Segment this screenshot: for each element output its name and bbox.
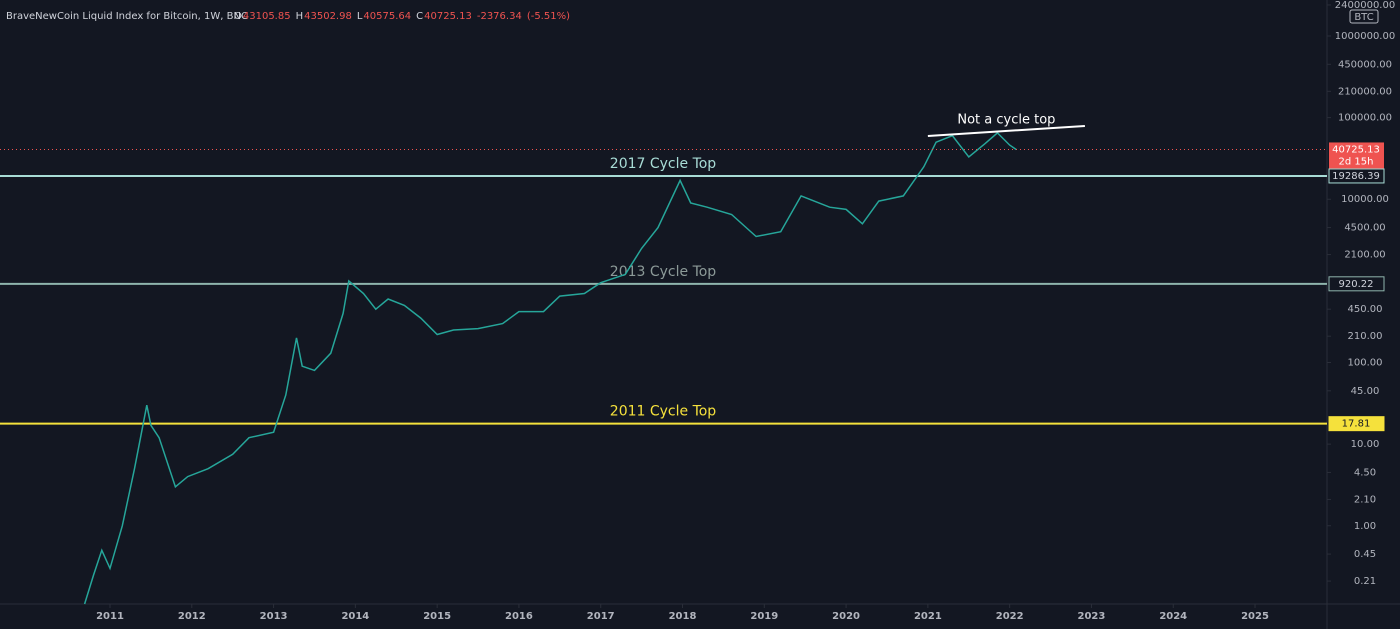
y-tick-label: 210000.00 xyxy=(1338,86,1392,97)
currency-box xyxy=(1349,9,1379,24)
change-pct: (-5.51%) xyxy=(527,11,570,22)
y-tick-label: 2400000.00 xyxy=(1335,0,1395,11)
price-marker xyxy=(1328,276,1385,292)
price-marker-label: 920.22 xyxy=(1339,279,1374,290)
x-tick-label: 2013 xyxy=(260,611,288,622)
change: -2376.34 xyxy=(477,11,522,22)
x-tick-label: 2025 xyxy=(1241,611,1269,622)
y-tick-label: 100000.00 xyxy=(1338,113,1392,124)
x-tick-label: 2019 xyxy=(750,611,778,622)
price-marker xyxy=(1328,416,1385,432)
price-marker-label: 19286.39 xyxy=(1332,171,1380,182)
y-tick-label: 210.00 xyxy=(1348,331,1383,342)
x-tick-label: 2020 xyxy=(832,611,860,622)
y-tick-label: 45.00 xyxy=(1351,386,1380,397)
y-tick-label: 0.45 xyxy=(1354,549,1376,560)
trend-line xyxy=(927,124,1085,137)
level-annotation: 2013 Cycle Top xyxy=(610,264,717,280)
ohlc-value: 40725.13 xyxy=(424,11,472,22)
ohlc-value: 43105.85 xyxy=(243,11,291,22)
x-tick-label: 2021 xyxy=(914,611,942,622)
y-tick-label: 450.00 xyxy=(1348,304,1383,315)
ohlc-label: H xyxy=(296,11,304,22)
x-tick-label: 2015 xyxy=(423,611,451,622)
trend-annotation: Not a cycle top xyxy=(957,112,1055,127)
symbol-title: BraveNewCoin Liquid Index for Bitcoin, 1… xyxy=(6,11,248,22)
currency: BTC xyxy=(1354,12,1373,23)
level-annotation: 2011 Cycle Top xyxy=(610,404,717,420)
ohlc-value: 40575.64 xyxy=(363,11,411,22)
x-tick-label: 2014 xyxy=(341,611,369,622)
y-tick-label: 10.00 xyxy=(1351,439,1380,450)
x-tick-label: 2022 xyxy=(996,611,1024,622)
x-tick-label: 2011 xyxy=(96,611,124,622)
x-tick-label: 2012 xyxy=(178,611,206,622)
header: BraveNewCoin Liquid Index for Bitcoin, 1… xyxy=(6,11,570,22)
ohlc-value: 43502.98 xyxy=(304,11,352,22)
y-tick-label: 100.00 xyxy=(1348,357,1383,368)
ohlc-label: C xyxy=(416,11,423,22)
x-tick-label: 2016 xyxy=(505,611,533,622)
price-marker xyxy=(1328,168,1385,184)
countdown: 2d 15h xyxy=(1339,156,1374,167)
ohlc-label: O xyxy=(234,11,242,22)
y-tick-label: 450000.00 xyxy=(1338,59,1392,70)
x-tick-label: 2017 xyxy=(587,611,615,622)
y-tick-label: 4.50 xyxy=(1354,467,1376,478)
y-tick-label: 10000.00 xyxy=(1341,194,1389,205)
level-annotation: 2017 Cycle Top xyxy=(610,156,717,172)
x-tick-label: 2023 xyxy=(1078,611,1106,622)
y-tick-label: 1.00 xyxy=(1354,521,1376,532)
y-tick-label: 1000000.00 xyxy=(1335,31,1395,42)
price-marker-label: 17.81 xyxy=(1342,419,1371,430)
y-tick-label: 4500.00 xyxy=(1344,223,1385,234)
ohlc-label: L xyxy=(357,11,363,22)
last-price-marker xyxy=(1329,142,1384,169)
y-tick-label: 2.10 xyxy=(1354,494,1376,505)
y-tick-label: 0.21 xyxy=(1354,576,1376,587)
x-tick-label: 2018 xyxy=(669,611,697,622)
last-price-label: 40725.13 xyxy=(1332,144,1380,155)
price-line xyxy=(83,131,1017,605)
y-tick-label: 2100.00 xyxy=(1344,250,1385,261)
x-tick-label: 2024 xyxy=(1159,611,1187,622)
